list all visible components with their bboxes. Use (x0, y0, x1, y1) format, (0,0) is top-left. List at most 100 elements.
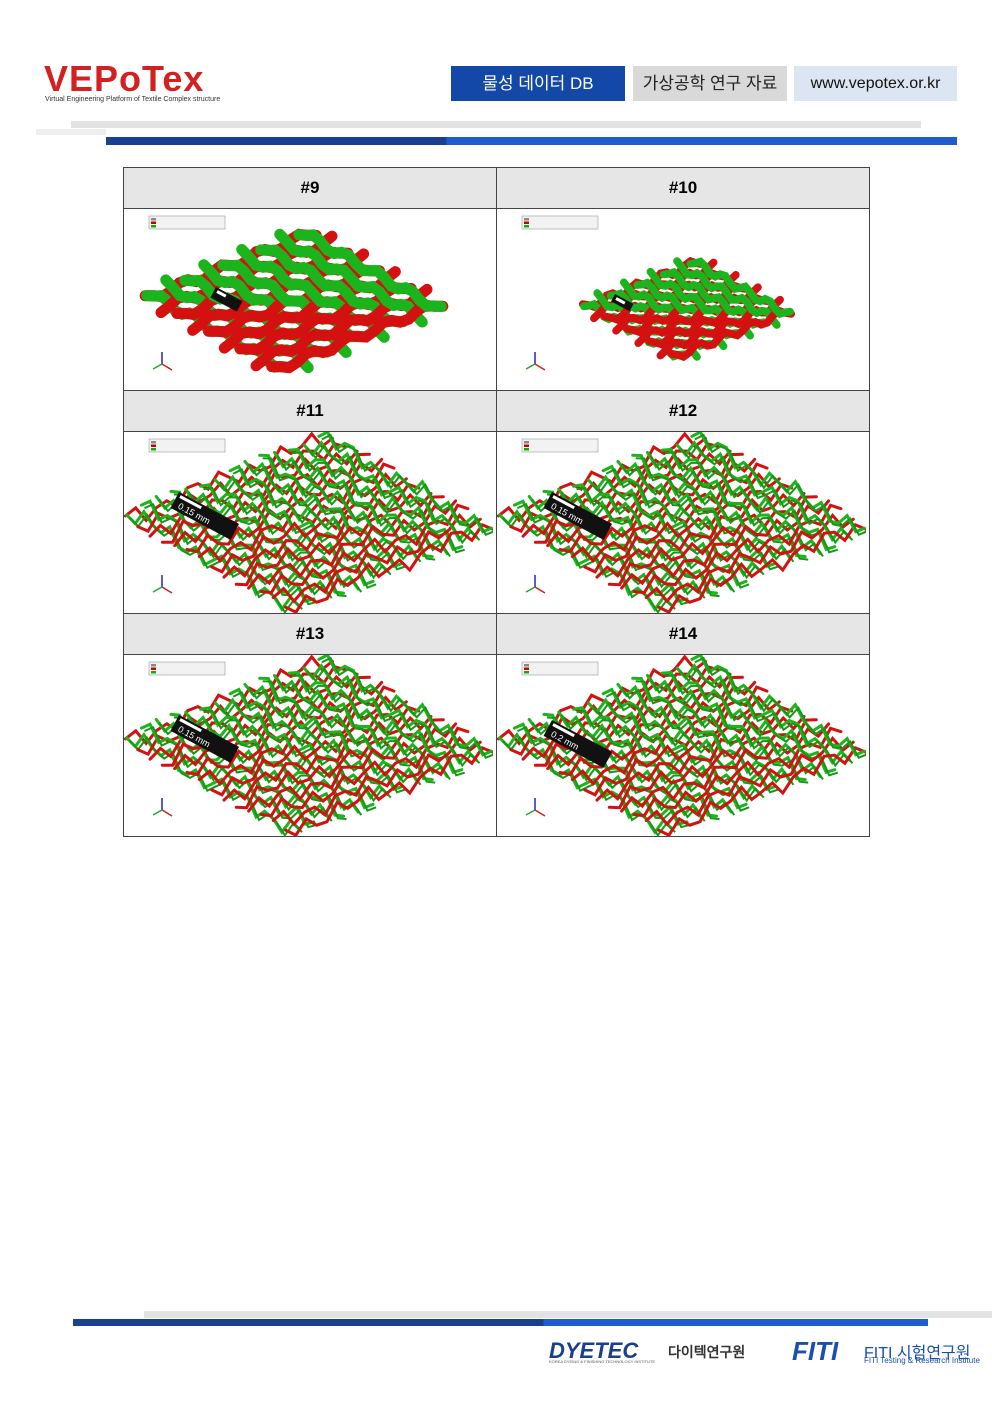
scale-bar-bg (543, 492, 613, 540)
row: #11 #12 (123, 390, 870, 432)
scale-bar-tick (552, 723, 575, 738)
legend-swatch (524, 667, 529, 670)
axis-glyph (525, 586, 536, 593)
row: #9 #10 (123, 167, 870, 209)
green-yarn (262, 457, 436, 561)
green-yarn (605, 468, 779, 571)
green-yarn (292, 451, 466, 554)
fabric-render: 0.15 mm (124, 655, 493, 836)
axis-glyph (152, 586, 163, 593)
axis-glyph (525, 363, 536, 370)
legend-swatch (524, 218, 529, 221)
red-yarn (620, 722, 831, 813)
red-yarn (197, 695, 408, 787)
red-yarn (222, 715, 433, 802)
nav-button[interactable]: 물성 데이터 DB (451, 66, 625, 101)
green-yarn (232, 468, 406, 571)
axis-glyph (534, 363, 546, 371)
nav-button[interactable]: 가상공학 연구 자료 (633, 66, 787, 101)
cell-image: 0.15 mm (123, 654, 497, 837)
fabric-render: 0.2 mm (497, 655, 866, 836)
scale-bar (210, 287, 243, 312)
red-yarn (667, 306, 796, 362)
row: 0.15 mm 0.15 mm (123, 431, 870, 614)
red-yarn (284, 523, 493, 613)
legend-swatch (524, 441, 529, 444)
green-yarn (321, 433, 493, 537)
red-yarn (570, 695, 781, 787)
red-yarn (222, 492, 433, 579)
green-yarn (649, 677, 824, 781)
legend (148, 661, 226, 676)
rule (71, 121, 921, 128)
cell-image: 0.15 mm (123, 431, 497, 614)
scale-bar-tick (179, 718, 202, 733)
red-yarn (247, 722, 458, 813)
axis-glyph (534, 586, 546, 594)
red-yarn (607, 718, 818, 810)
nav-button[interactable]: www.vepotex.or.kr (794, 66, 957, 101)
green-yarn (686, 257, 794, 319)
axis-glyph (525, 809, 536, 816)
green-yarn (306, 667, 481, 768)
fiti-kr: FITI 시험연구원 (864, 1345, 971, 1362)
green-yarn (232, 691, 406, 794)
red-yarn (620, 499, 831, 590)
rule (106, 137, 957, 145)
row: 0.15 mm 0.2 mm (123, 654, 870, 837)
axis-glyph (161, 363, 173, 371)
legend-swatch (151, 225, 156, 228)
fabric-render (521, 215, 796, 371)
scale-bar-bg (170, 715, 240, 763)
legend-swatch (151, 441, 156, 444)
red-yarn (271, 736, 482, 827)
red-yarn (644, 736, 855, 827)
green-yarn (262, 680, 436, 784)
fabric-render: 0.15 mm (497, 432, 866, 613)
red-yarn (595, 492, 806, 579)
green-yarn (276, 677, 451, 781)
red-yarn (644, 513, 855, 604)
scale-bar-bg (543, 720, 613, 768)
legend-swatch (151, 667, 156, 670)
legend-swatch (524, 221, 529, 224)
legend-swatch (524, 664, 529, 667)
cell-label: #14 (496, 613, 870, 655)
fiti-logo: FITI (792, 1336, 839, 1366)
cell-label: #10 (496, 167, 870, 209)
green-yarn (306, 444, 481, 545)
red-yarn (234, 718, 445, 810)
red-yarn (247, 499, 458, 590)
legend-swatch (524, 225, 529, 228)
red-yarn (271, 513, 482, 604)
scale-bar-tick (552, 495, 575, 510)
scale-bar: 0.15 mm (170, 715, 240, 763)
cell-image (496, 208, 870, 391)
green-yarn (679, 444, 854, 545)
red-yarn (266, 299, 449, 374)
cell-label: #13 (123, 613, 497, 655)
scale-bar-tick (216, 290, 227, 298)
scale-bar-bg (170, 492, 240, 540)
scale-bar-tick (615, 297, 626, 305)
fabric-render (139, 215, 449, 374)
legend (148, 215, 226, 230)
green-yarn (276, 454, 451, 558)
axis-glyph (161, 586, 173, 594)
green-yarn (665, 451, 839, 554)
red-yarn (197, 472, 408, 564)
red-yarn (607, 495, 818, 587)
image-table: #9 #10 #11 #12 0.15 mm 0.15 mm #13 #14 0.15 mm 0.… (123, 167, 870, 837)
red-yarn (595, 715, 806, 802)
cell-image: 0.15 mm (496, 431, 870, 614)
red-yarn (210, 482, 421, 574)
green-yarn (292, 674, 466, 777)
legend-swatch (151, 448, 156, 451)
red-yarn (583, 482, 794, 574)
red-yarn (657, 523, 866, 613)
legend (521, 661, 599, 676)
tagline: Virtual Engineering Platform of Textile … (45, 96, 221, 103)
fabric-render: 0.15 mm (124, 432, 493, 613)
logo: VEPoTex (44, 58, 204, 100)
green-yarn (665, 674, 839, 777)
